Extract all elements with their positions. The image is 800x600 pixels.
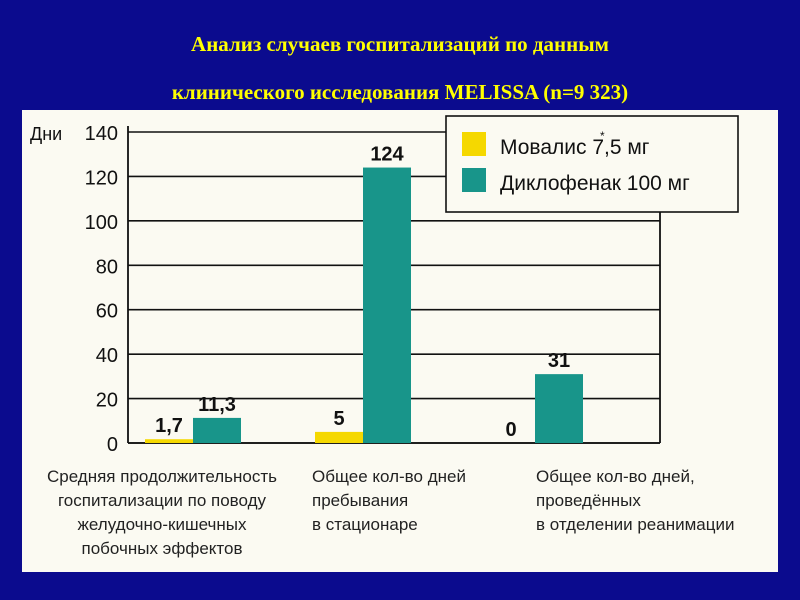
y-tick-label: 60 <box>96 301 118 323</box>
x-category-label: в отделении реанимации <box>536 515 734 534</box>
slide-title-line-1: Анализ случаев госпитализаций по данным <box>191 32 609 56</box>
y-tick-label: 0 <box>107 434 118 456</box>
x-category-label: проведённых <box>536 491 641 510</box>
x-category-label: пребывания <box>312 491 408 510</box>
x-category-label: Общее кол-во дней <box>312 467 466 486</box>
y-tick-label: 20 <box>96 390 118 412</box>
y-tick-label: 80 <box>96 256 118 278</box>
legend-swatch-movalis <box>462 132 486 156</box>
x-category-label: желудочно-кишечных <box>78 515 247 534</box>
y-axis-label: Дни <box>30 124 62 144</box>
x-category-label: госпитализации по поводу <box>58 491 267 510</box>
y-tick-label: 120 <box>85 167 118 189</box>
y-tick-label: 100 <box>85 212 118 234</box>
bar-series-2-cat-2 <box>363 167 411 444</box>
bar-value-label: 124 <box>370 144 404 166</box>
bar-chart: 0 20 40 60 80 100 120 140 Дни 1,7 5 0 11,3 124 31 Средн… <box>30 115 739 558</box>
slide-title-line-2: клинического исследования MELISSA (n=9 3… <box>171 80 629 104</box>
bar-series-2-cat-3 <box>535 374 583 443</box>
y-tick-label: 40 <box>96 345 118 367</box>
legend-box <box>445 115 739 213</box>
x-category-label: Средняя продолжительность <box>47 467 277 486</box>
chart-panel: 0 20 40 60 80 100 120 140 Дни 1,7 5 0 11,3 124 31 Средн… <box>22 110 778 572</box>
bar-value-label: 0 <box>505 419 516 441</box>
legend-label-movalis: Мовалис 7,5 мг <box>500 136 650 159</box>
bar-value-label: 5 <box>333 408 344 430</box>
legend-superscript: * <box>600 129 605 143</box>
bar-value-label: 11,3 <box>198 394 236 416</box>
bar-series-1-cat-1 <box>145 439 193 443</box>
legend-label-diclofenac: Диклофенак 100 мг <box>500 172 690 195</box>
x-category-label: в стационаре <box>312 515 418 534</box>
x-category-label: Общее кол-во дней, <box>536 467 695 486</box>
bar-value-label: 31 <box>548 350 570 372</box>
bar-series-1-cat-2 <box>315 431 363 443</box>
bar-value-label: 1,7 <box>155 415 183 437</box>
legend-swatch-diclofenac <box>462 168 486 192</box>
bar-series-2-cat-1 <box>193 417 241 443</box>
y-tick-label: 140 <box>85 123 118 145</box>
x-category-label: побочных эффектов <box>82 539 243 558</box>
